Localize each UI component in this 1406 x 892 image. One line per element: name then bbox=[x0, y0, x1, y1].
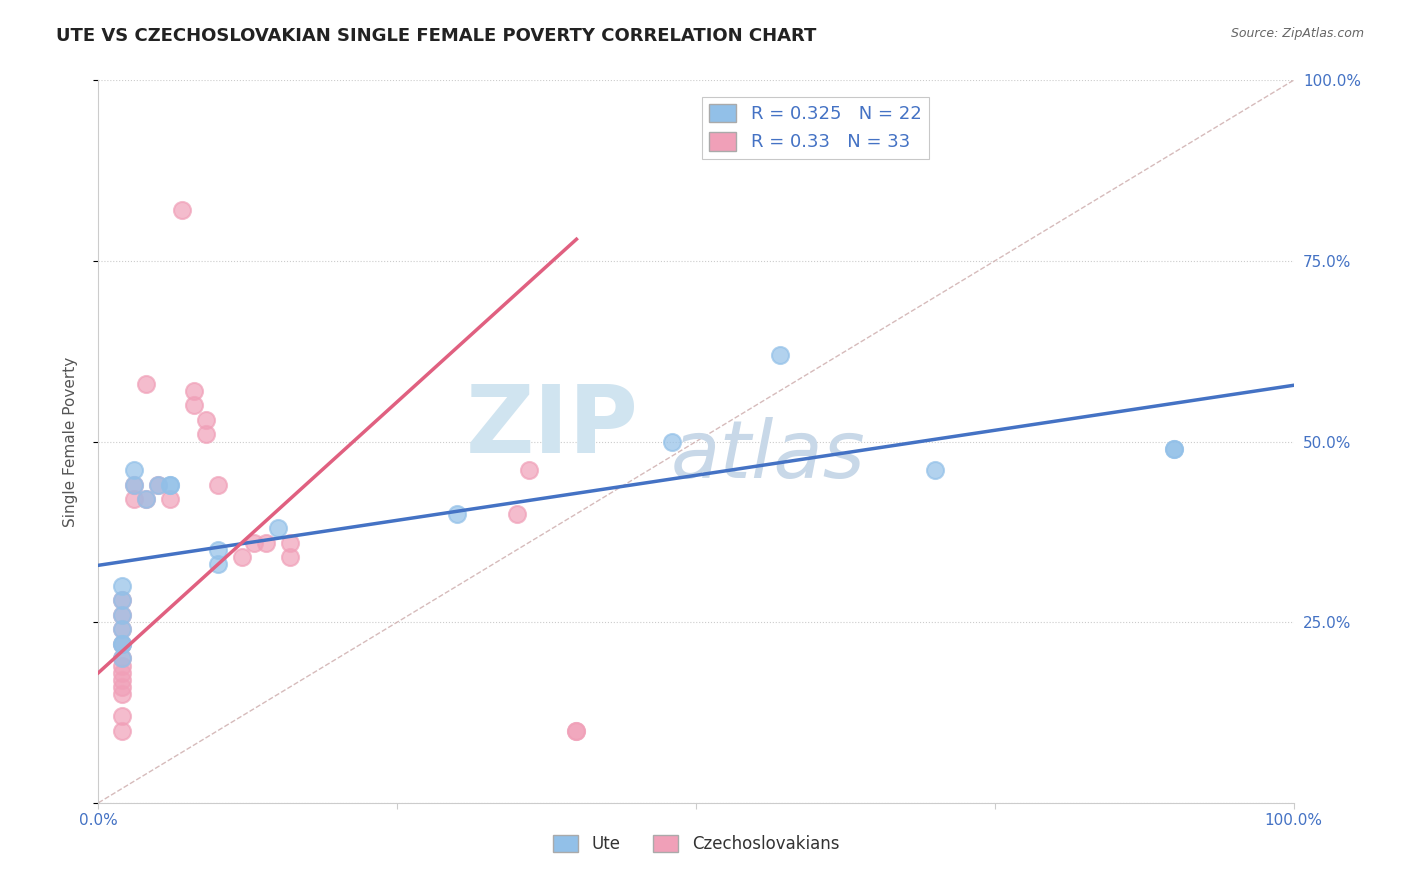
Point bbox=[183, 398, 205, 412]
Point bbox=[768, 348, 790, 362]
Point bbox=[159, 478, 181, 492]
Point bbox=[111, 680, 134, 694]
Point bbox=[159, 478, 181, 492]
Point bbox=[278, 535, 301, 549]
Point bbox=[148, 478, 170, 492]
Point bbox=[924, 463, 946, 477]
Text: ZIP: ZIP bbox=[467, 381, 638, 473]
Point bbox=[111, 623, 134, 637]
Point bbox=[278, 550, 301, 565]
Point bbox=[159, 492, 181, 507]
Point bbox=[111, 723, 134, 738]
Point bbox=[111, 607, 134, 622]
Point bbox=[207, 478, 229, 492]
Point bbox=[148, 478, 170, 492]
Point bbox=[231, 550, 253, 565]
Point bbox=[1163, 442, 1185, 456]
Point bbox=[172, 203, 194, 218]
Point bbox=[111, 637, 134, 651]
Point bbox=[111, 593, 134, 607]
Point bbox=[1163, 442, 1185, 456]
Point bbox=[111, 687, 134, 701]
Point bbox=[135, 492, 157, 507]
Point bbox=[183, 384, 205, 398]
Point bbox=[111, 607, 134, 622]
Legend: Ute, Czechoslovakians: Ute, Czechoslovakians bbox=[546, 828, 846, 860]
Point bbox=[124, 463, 146, 477]
Point bbox=[565, 723, 588, 738]
Point bbox=[207, 542, 229, 557]
Point bbox=[111, 673, 134, 687]
Point bbox=[111, 593, 134, 607]
Point bbox=[506, 507, 529, 521]
Point bbox=[207, 558, 229, 572]
Point bbox=[135, 376, 157, 391]
Point bbox=[111, 637, 134, 651]
Point bbox=[565, 723, 588, 738]
Point bbox=[267, 521, 290, 535]
Point bbox=[124, 492, 146, 507]
Point bbox=[195, 413, 218, 427]
Text: Source: ZipAtlas.com: Source: ZipAtlas.com bbox=[1230, 27, 1364, 40]
Text: atlas: atlas bbox=[671, 417, 865, 495]
Point bbox=[243, 535, 266, 549]
Text: UTE VS CZECHOSLOVAKIAN SINGLE FEMALE POVERTY CORRELATION CHART: UTE VS CZECHOSLOVAKIAN SINGLE FEMALE POV… bbox=[56, 27, 817, 45]
Point bbox=[111, 637, 134, 651]
Point bbox=[111, 651, 134, 665]
Point bbox=[124, 478, 146, 492]
Point bbox=[254, 535, 277, 549]
Y-axis label: Single Female Poverty: Single Female Poverty bbox=[63, 357, 77, 526]
Point bbox=[111, 709, 134, 723]
Point bbox=[111, 579, 134, 593]
Point bbox=[111, 658, 134, 673]
Point bbox=[135, 492, 157, 507]
Point bbox=[517, 463, 540, 477]
Point bbox=[195, 427, 218, 442]
Point bbox=[661, 434, 683, 449]
Point bbox=[124, 478, 146, 492]
Point bbox=[111, 651, 134, 665]
Point bbox=[446, 507, 468, 521]
Point bbox=[111, 665, 134, 680]
Point bbox=[111, 623, 134, 637]
